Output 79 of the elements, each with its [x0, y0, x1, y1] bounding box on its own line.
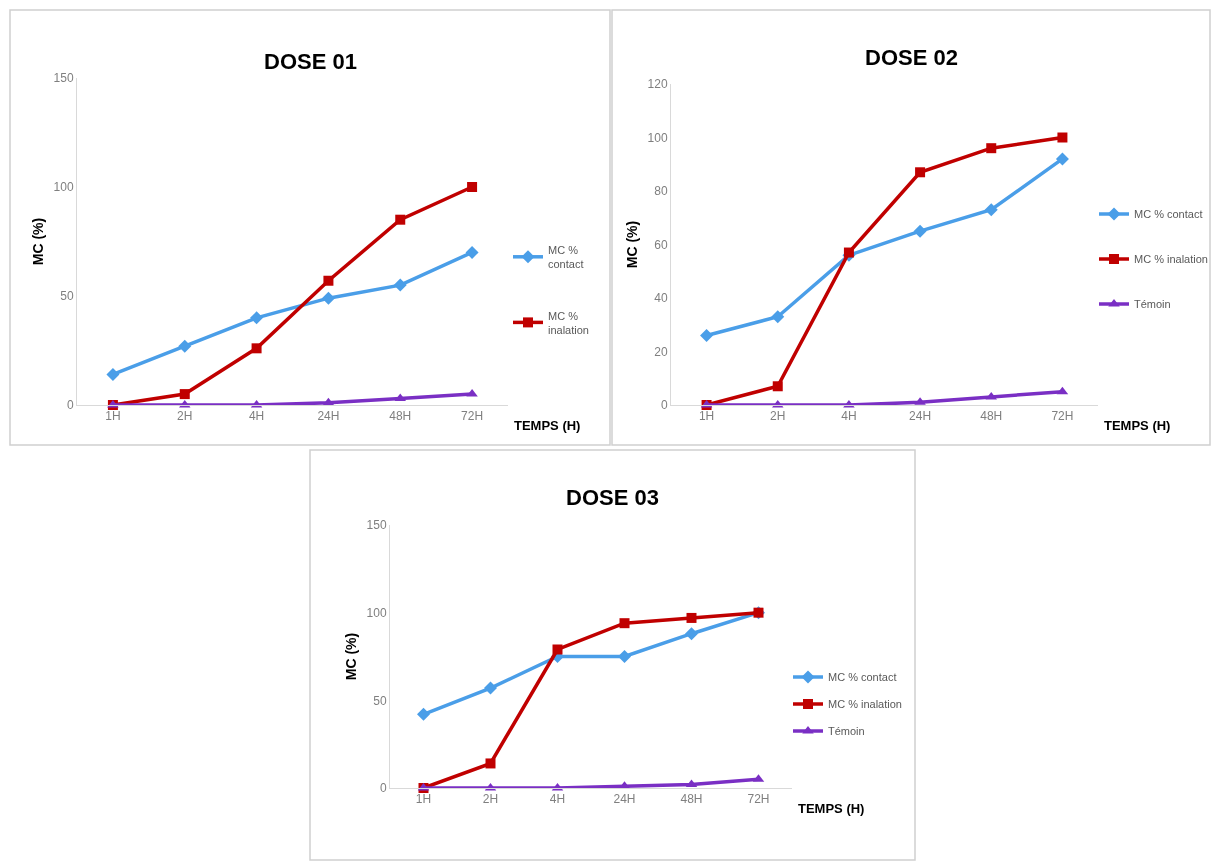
point: [843, 247, 854, 258]
x-tick-label: 24H: [613, 792, 636, 807]
x-tick-label: 72H: [747, 792, 770, 807]
point: [484, 681, 497, 695]
y-tick-label: 40: [654, 291, 668, 306]
point: [772, 381, 783, 392]
point: [552, 644, 563, 655]
y-tick-label: 20: [654, 344, 668, 359]
point: [395, 214, 406, 225]
x-axis-title: TEMPS (H): [1104, 418, 1171, 433]
point: [618, 650, 631, 663]
x-tick-label: 1H: [698, 409, 715, 424]
point: [106, 367, 120, 381]
x-tick-label: 24H: [317, 409, 340, 424]
x-tick-label: 48H: [980, 409, 1003, 424]
point: [771, 310, 785, 324]
x-tick-label: 1H: [415, 792, 432, 807]
legend-label: MC % contact: [828, 671, 897, 684]
x-tick-label: 4H: [549, 792, 566, 807]
point: [178, 339, 192, 353]
y-tick-label: 50: [60, 289, 74, 304]
y-tick-label: 50: [373, 693, 387, 708]
point: [1055, 152, 1069, 166]
legend-label: MC % inalation: [548, 309, 589, 336]
x-axis-title: TEMPS (H): [798, 801, 865, 816]
point: [467, 182, 478, 192]
point: [986, 143, 997, 154]
legend-label: MC % contact: [1134, 208, 1203, 221]
point: [179, 389, 190, 400]
x-tick-label: 1H: [105, 409, 121, 424]
x-tick-label: 2H: [482, 792, 499, 807]
y-tick-label: 150: [366, 518, 387, 533]
y-tick-label: 0: [660, 398, 668, 413]
legend-label: Témoin: [1134, 298, 1171, 311]
legend-label: MC % contact: [548, 243, 584, 271]
point: [417, 707, 430, 721]
point: [465, 245, 479, 259]
point: [700, 328, 714, 342]
point: [393, 278, 407, 292]
x-tick-label: 72H: [1051, 409, 1074, 424]
point: [485, 758, 496, 769]
point: [913, 224, 927, 238]
chart-title: DOSE 02: [865, 45, 958, 70]
x-tick-label: 4H: [248, 409, 265, 424]
x-tick-label: 48H: [389, 409, 412, 424]
x-tick-label: 2H: [770, 409, 786, 424]
legend-label: MC % inalation: [828, 698, 902, 711]
legend-label: MC % inalation: [1134, 253, 1208, 266]
point: [321, 291, 335, 305]
point: [323, 275, 334, 286]
chart-title: DOSE 01: [264, 49, 357, 74]
point: [251, 343, 262, 354]
x-tick-label: 72H: [461, 409, 484, 424]
x-tick-label: 2H: [177, 409, 193, 424]
y-tick-label: 80: [654, 184, 668, 199]
point: [685, 627, 698, 641]
y-tick-label: 100: [647, 130, 668, 145]
point: [686, 612, 697, 623]
y-tick-label: 150: [53, 71, 74, 86]
chart-title: DOSE 03: [566, 485, 659, 510]
x-tick-label: 24H: [909, 409, 932, 424]
x-tick-label: 4H: [841, 409, 857, 424]
point: [250, 311, 264, 325]
y-tick-label: 120: [647, 77, 668, 92]
point: [1057, 132, 1068, 143]
y-tick-label: 0: [66, 398, 74, 413]
point: [619, 618, 630, 629]
y-tick-label: 0: [379, 781, 387, 796]
y-axis-title: MC (%): [624, 220, 641, 269]
legend-label: Témoin: [828, 725, 865, 738]
point: [984, 203, 998, 217]
y-axis-title: MC (%): [343, 632, 360, 681]
x-axis-title: TEMPS (H): [514, 418, 581, 433]
y-tick-label: 60: [654, 237, 668, 252]
y-axis-title: MC (%): [30, 217, 47, 266]
x-tick-label: 48H: [680, 792, 703, 807]
point: [915, 167, 926, 178]
y-tick-label: 100: [366, 605, 387, 620]
y-tick-label: 100: [53, 180, 74, 195]
